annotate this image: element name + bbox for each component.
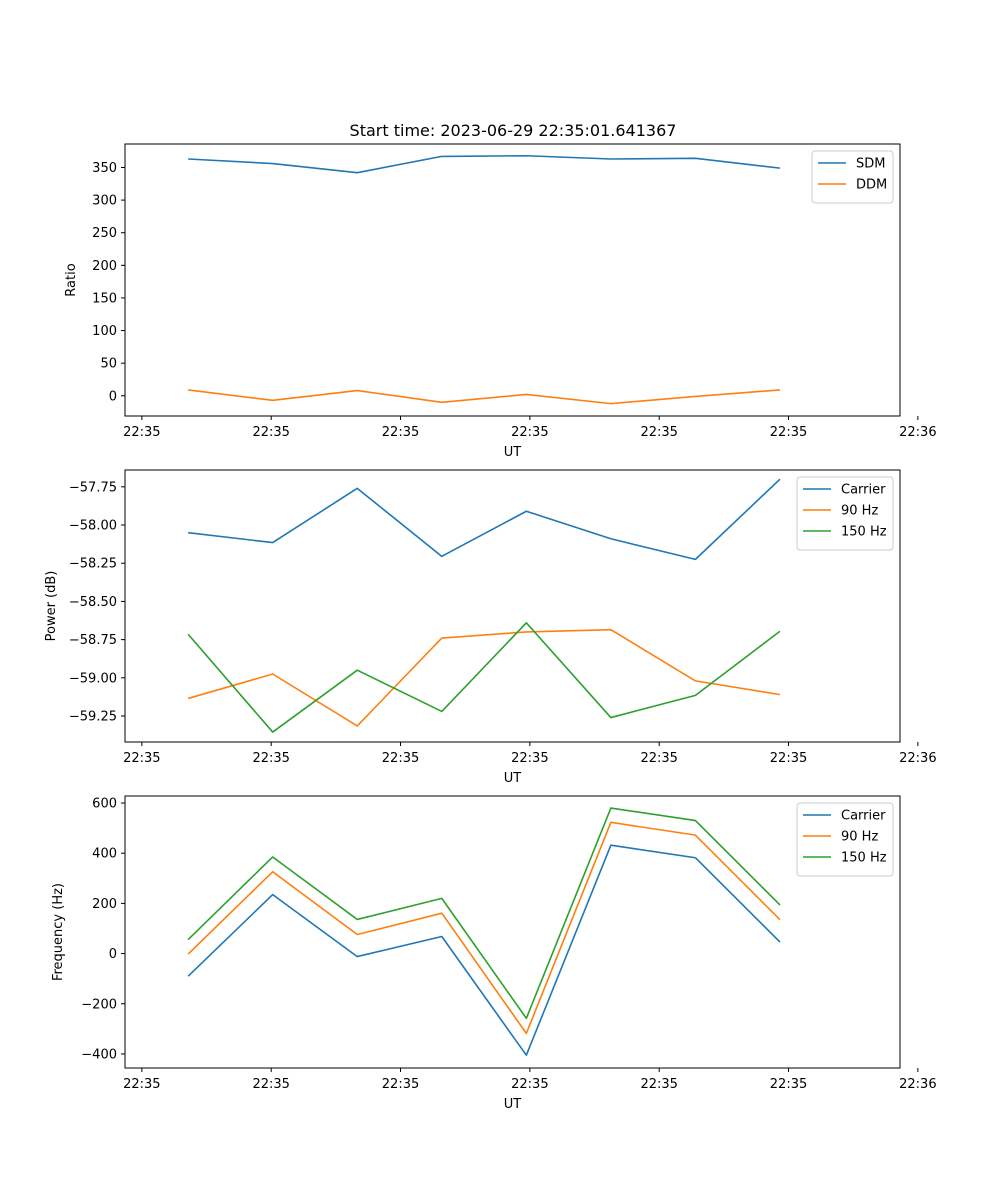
y-tick-label: 250 [92, 226, 117, 241]
subplot-2: 22:35 22:35 22:35 22:35 22:35 22:35 22:36 −59.2… [44, 469, 937, 786]
y-tick-label: 400 [92, 847, 117, 862]
series-line-150-hz [187, 622, 781, 733]
legend-entry-label: DDM [856, 178, 887, 193]
x-tick-label: 22:35 [640, 425, 677, 440]
x-tick-label: 22:35 [382, 425, 419, 440]
y-tick-label: 0 [109, 389, 117, 404]
x-tick-label: 22:36 [899, 751, 936, 766]
y-tick-label: 300 [92, 194, 117, 209]
x-tick-label: 22:35 [123, 425, 160, 440]
legend-entry-label: 150 Hz [841, 525, 887, 540]
y-tick-label: 50 [100, 357, 117, 372]
x-tick-label: 22:36 [899, 425, 936, 440]
x-tick-label: 22:35 [770, 1077, 807, 1092]
x-tick-label: 22:35 [382, 751, 419, 766]
y-tick-label: 0 [109, 947, 117, 962]
x-axis-label: UT [504, 1097, 522, 1112]
y-tick-label: 350 [92, 161, 117, 176]
y-tick-label: −58.00 [69, 519, 117, 534]
subplot-panels: 22:35 22:35 22:35 22:35 22:35 22:35 22:36 0 50 10… [44, 143, 937, 1112]
x-tick-label: 22:35 [382, 1077, 419, 1092]
y-tick-label: −59.25 [69, 710, 117, 725]
y-tick-label: −200 [81, 997, 117, 1012]
x-tick-label: 22:35 [123, 751, 160, 766]
series-lines [188, 154, 781, 405]
figure-title: Start time: 2023-06-29 22:35:01.641367 [350, 121, 677, 140]
x-tick-label: 22:35 [511, 1077, 548, 1092]
y-tick-label: 200 [92, 259, 117, 274]
y-tick-label: 600 [92, 797, 117, 812]
series-line-sdm [188, 154, 781, 174]
y-tick-label: 200 [92, 897, 117, 912]
legend-entry-label: SDM [856, 157, 885, 172]
legend-entry-label: 90 Hz [841, 504, 878, 519]
y-axis-label: Ratio [64, 263, 79, 296]
x-tick-label: 22:36 [899, 1077, 936, 1092]
series-line-90-hz [187, 821, 781, 1035]
legend-entry-label: Carrier [841, 809, 886, 824]
legend: Carrier 90 Hz 150 Hz [796, 802, 894, 877]
x-tick-label: 22:35 [640, 751, 677, 766]
x-tick-label: 22:35 [252, 425, 289, 440]
subplot-1: 22:35 22:35 22:35 22:35 22:35 22:35 22:36 0 50 10… [64, 143, 937, 460]
y-axis-label: Frequency (Hz) [51, 883, 66, 981]
y-tick-label: −58.50 [69, 595, 117, 610]
y-tick-label: −59.00 [69, 671, 117, 686]
series-lines [187, 807, 781, 1056]
legend-entry-label: 150 Hz [841, 851, 887, 866]
x-tick-label: 22:35 [123, 1077, 160, 1092]
y-tick-label: −58.25 [69, 557, 117, 572]
x-tick-label: 22:35 [511, 425, 548, 440]
x-tick-label: 22:35 [511, 751, 548, 766]
y-axis-label: Power (dB) [44, 571, 59, 642]
legend: Carrier 90 Hz 150 Hz [796, 476, 894, 551]
x-tick-label: 22:35 [770, 425, 807, 440]
series-lines [187, 478, 781, 733]
y-tick-label: −400 [81, 1047, 117, 1062]
legend: SDM DDM [811, 150, 894, 204]
y-tick-label: −57.75 [69, 480, 117, 495]
series-line-carrier [188, 478, 781, 561]
axes-frame [124, 795, 901, 1069]
x-tick-label: 22:35 [770, 751, 807, 766]
series-line-150-hz [187, 807, 781, 1020]
x-tick-label: 22:35 [252, 1077, 289, 1092]
x-tick-label: 22:35 [640, 1077, 677, 1092]
y-tick-label: −58.75 [69, 633, 117, 648]
legend-entry-label: Carrier [841, 483, 886, 498]
legend-entry-label: 90 Hz [841, 830, 878, 845]
series-line-carrier [187, 844, 781, 1056]
legend-frame [811, 150, 894, 204]
y-tick-label: 100 [92, 324, 117, 339]
series-line-ddm [188, 389, 781, 405]
series-line-90-hz [187, 628, 781, 727]
x-tick-label: 22:35 [252, 751, 289, 766]
subplot-3: 22:35 22:35 22:35 22:35 22:35 22:35 22:36 −400 −… [51, 795, 937, 1112]
y-tick-label: 150 [92, 291, 117, 306]
axes-frame [124, 143, 901, 417]
x-axis-label: UT [504, 445, 522, 460]
axes-frame [124, 469, 901, 743]
x-axis-label: UT [504, 771, 522, 786]
